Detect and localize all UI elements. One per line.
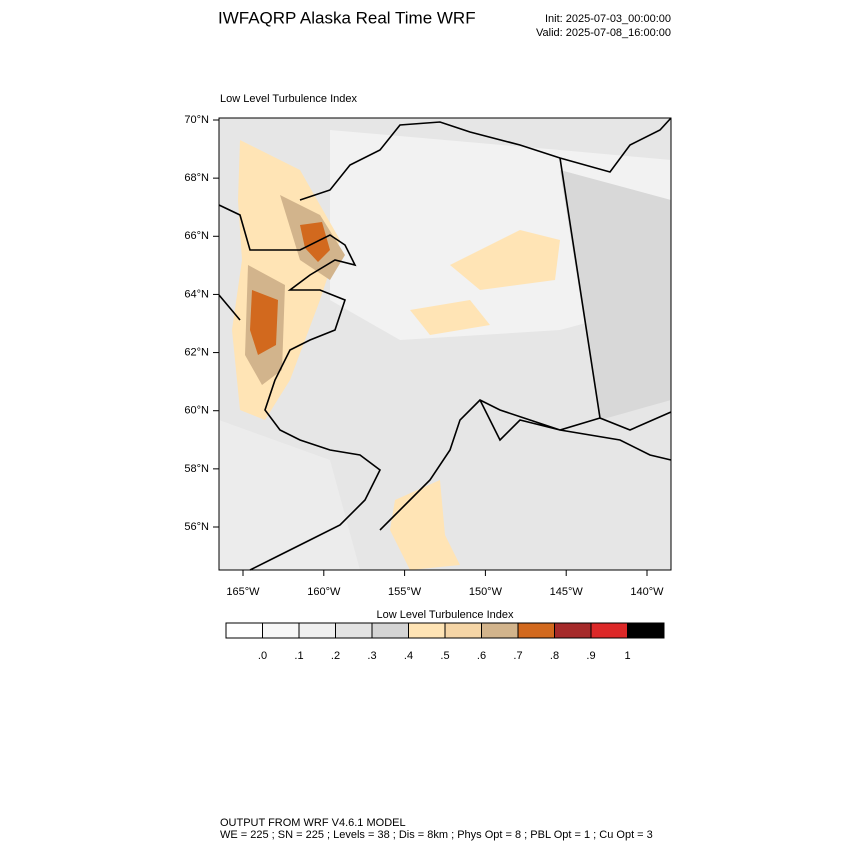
coastline (299, 117, 672, 201)
field-tan (450, 230, 560, 290)
lat-tick-label: 60°N (184, 405, 209, 417)
colorbar-label: .0 (258, 650, 267, 662)
coastline (218, 294, 241, 321)
colorbar-label: 1 (624, 650, 630, 662)
lon-tick-label: 160°W (307, 586, 341, 598)
colorbar-box (517, 622, 555, 639)
coastline (379, 399, 672, 531)
init-time: Init: 2025-07-03_00:00:00 (545, 13, 671, 25)
colorbar-label: .7 (513, 650, 522, 662)
map-field (218, 117, 672, 571)
lon-tick-label: 150°W (469, 586, 503, 598)
footer-line: OUTPUT FROM WRF V4.6.1 MODEL (220, 817, 406, 829)
colorbar-box (554, 622, 592, 639)
field-dark (560, 170, 671, 420)
lon-tick-label: 140°W (630, 586, 664, 598)
colorbar-box (444, 622, 482, 639)
colorbar-label: .1 (294, 650, 303, 662)
colorbar-box (298, 622, 336, 639)
footer-line: WE = 225 ; SN = 225 ; Levels = 38 ; Dis … (220, 829, 653, 841)
field-orange (250, 290, 278, 355)
lon-tick-label: 145°W (550, 586, 584, 598)
map-title: Low Level Turbulence Index (220, 93, 357, 105)
lat-tick-label: 58°N (184, 463, 209, 475)
lon-tick-label: 155°W (388, 586, 422, 598)
border (559, 157, 672, 431)
field-tan (410, 300, 490, 335)
coastline (218, 204, 382, 571)
colorbar-box (262, 622, 300, 639)
lat-tick-label: 70°N (184, 114, 209, 126)
colorbar-title: Low Level Turbulence Index (377, 609, 514, 621)
colorbar-box (627, 622, 665, 639)
lat-tick-label: 66°N (184, 230, 209, 242)
colorbar-label: .9 (586, 650, 595, 662)
colorbar-box (335, 622, 373, 639)
valid-time: Valid: 2025-07-08_16:00:00 (536, 27, 671, 39)
lat-tick-label: 56°N (184, 521, 209, 533)
lat-tick-label: 62°N (184, 346, 209, 358)
lon-tick-label: 165°W (226, 586, 260, 598)
colorbar-box (408, 622, 446, 639)
colorbar-label: .8 (550, 650, 559, 662)
colorbar-box (590, 622, 628, 639)
lat-tick-label: 64°N (184, 288, 209, 300)
main-title: IWFAQRP Alaska Real Time WRF (218, 8, 476, 27)
colorbar-label: .6 (477, 650, 486, 662)
map-frame (218, 117, 672, 571)
colorbar-label: .5 (440, 650, 449, 662)
colorbar-box (225, 622, 263, 639)
colorbar-label: .2 (331, 650, 340, 662)
colorbar-box (481, 622, 519, 639)
lat-tick-label: 68°N (184, 172, 209, 184)
colorbar-label: .4 (404, 650, 413, 662)
colorbar-label: .3 (367, 650, 376, 662)
colorbar-box (371, 622, 409, 639)
